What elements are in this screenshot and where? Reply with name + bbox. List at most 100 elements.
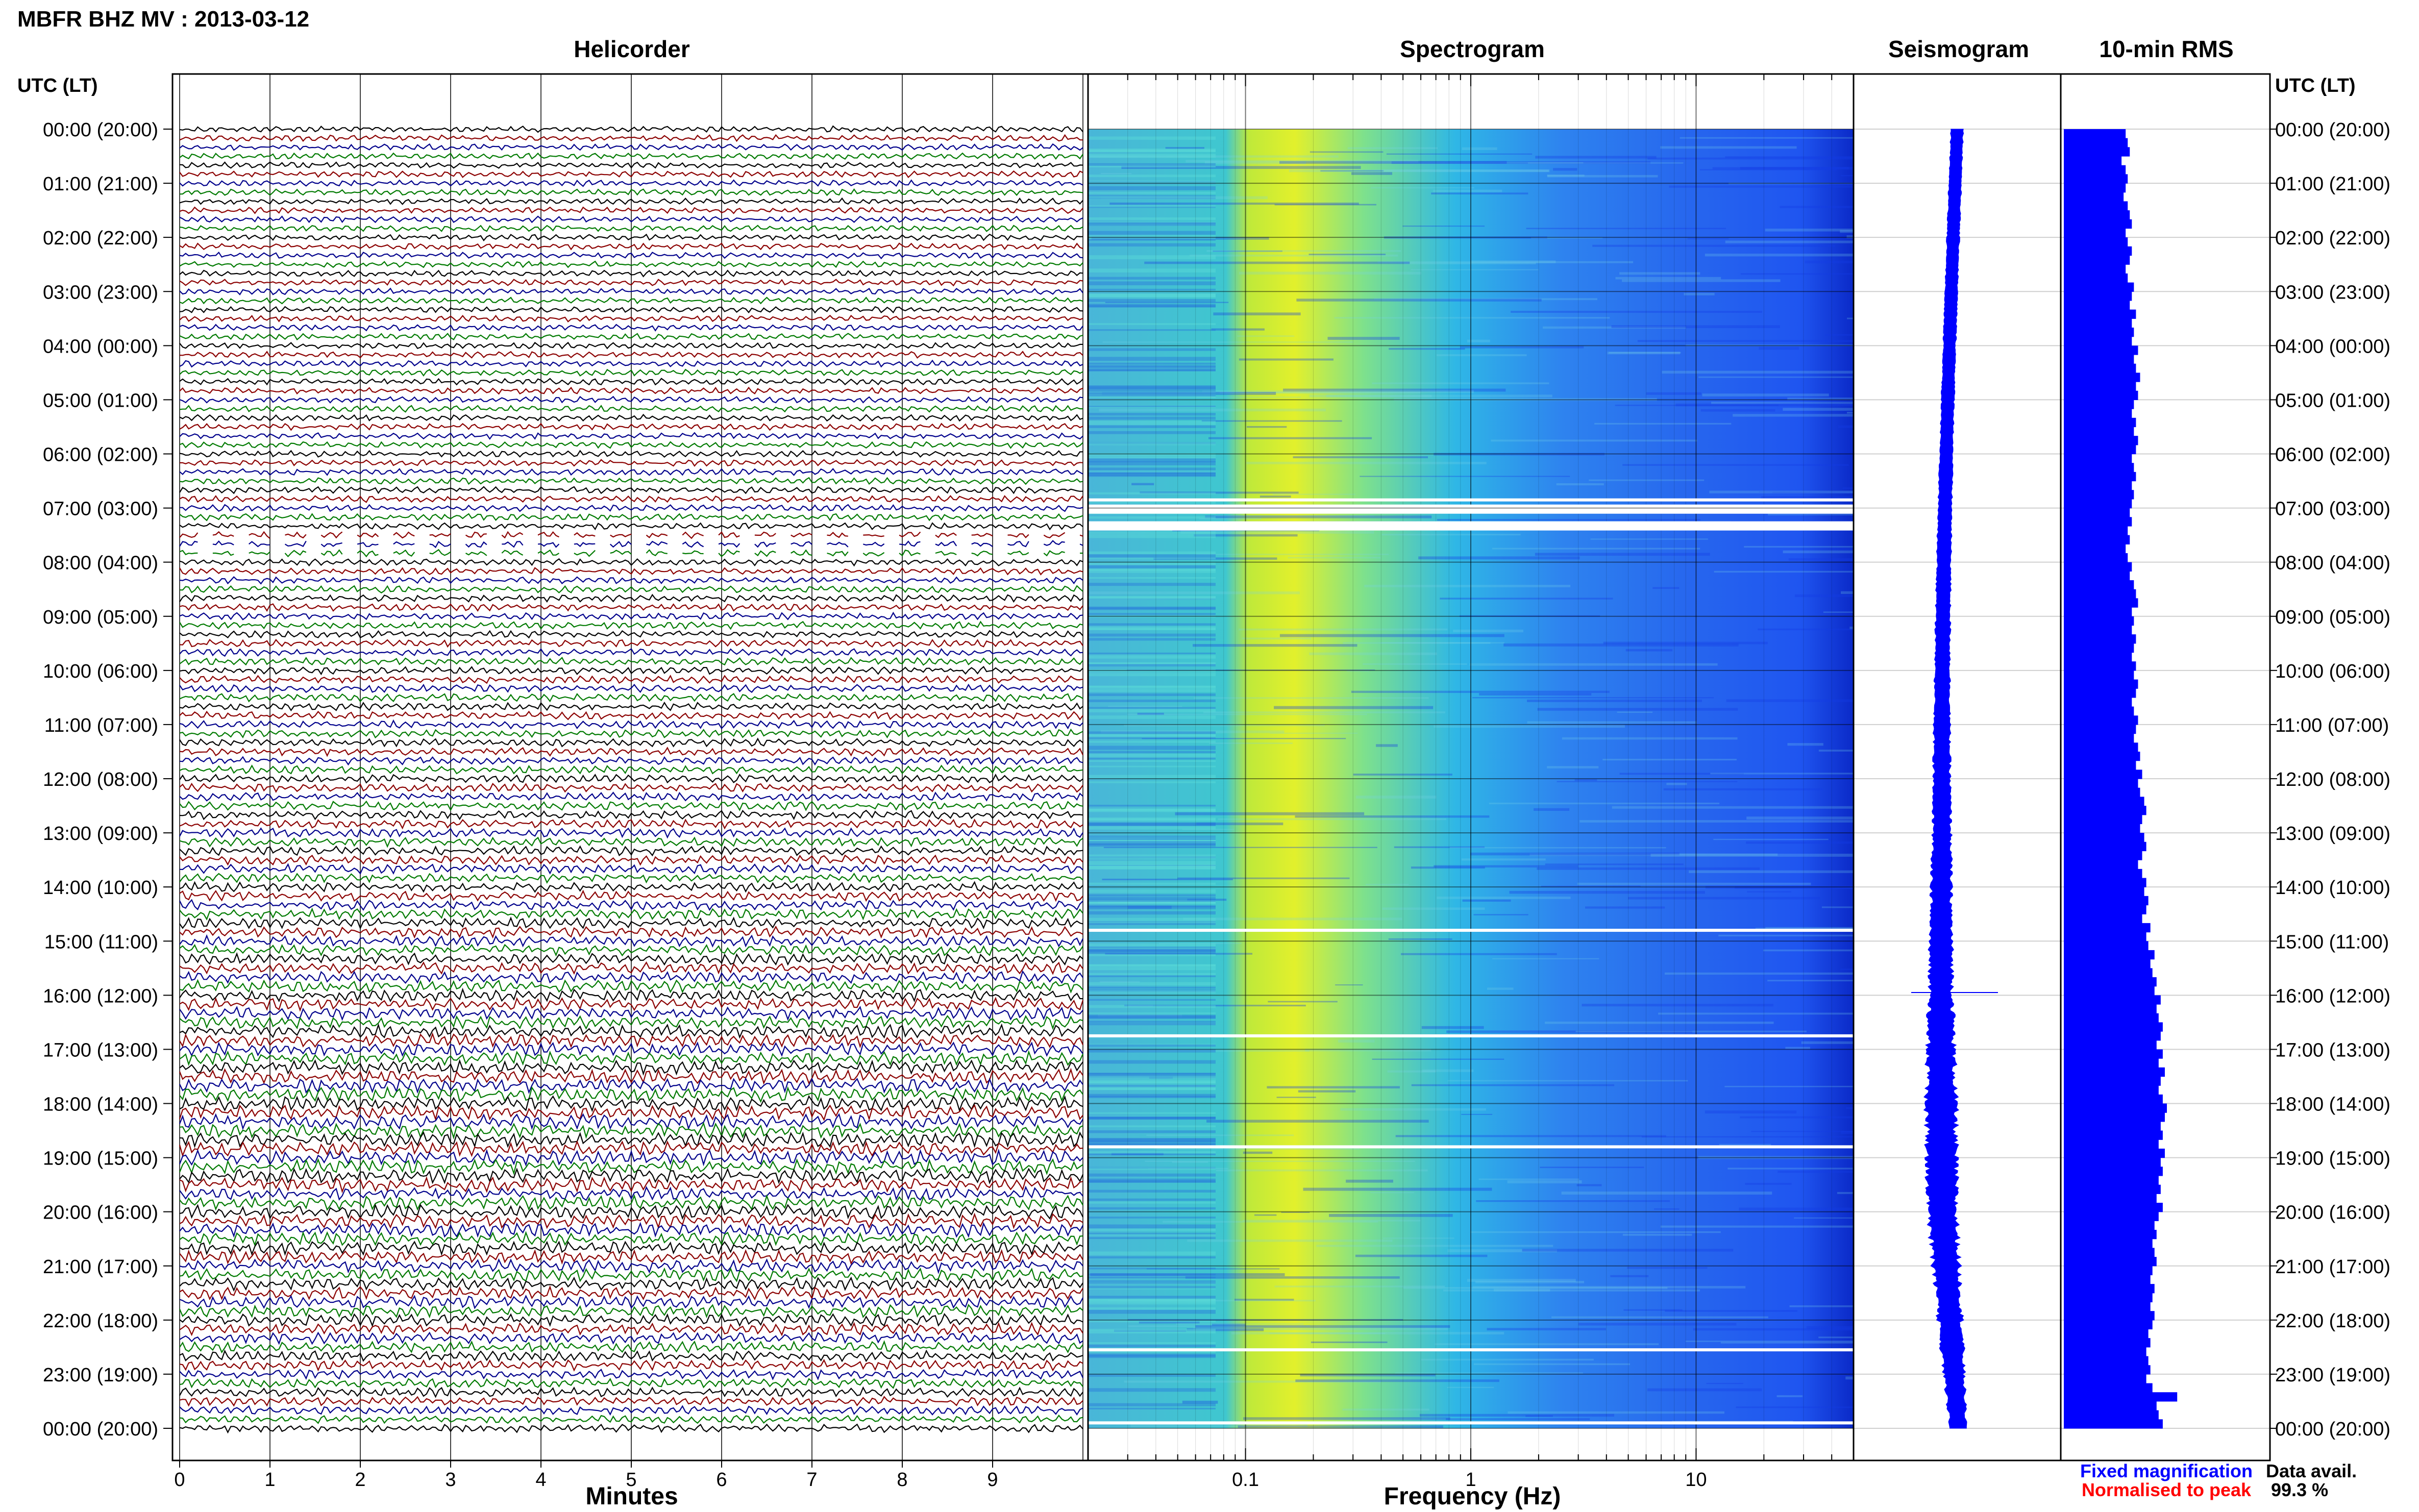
- spectrogram-noise-streak: [1098, 900, 1171, 904]
- spectrogram-noise-streak: [1311, 1341, 1388, 1343]
- spectrogram-noise-streak: [1647, 1388, 1762, 1392]
- spectrogram-noise-streak: [1125, 1050, 1310, 1052]
- rms-bar: [2064, 454, 2132, 463]
- rms-bar: [2064, 905, 2146, 914]
- spectrogram-noise-streak: [1418, 556, 1580, 560]
- spectrogram-low-band-stripe: [1088, 148, 1216, 153]
- spectrogram-low-band-stripe: [1088, 1125, 1216, 1128]
- spectrogram-noise-streak: [1239, 271, 1421, 275]
- spectrogram-noise-streak: [1522, 1249, 1734, 1252]
- rms-bar: [2064, 535, 2130, 544]
- rms-bar: [2064, 941, 2149, 951]
- helicorder-trace: [179, 710, 1083, 721]
- helicorder-trace: [179, 197, 1083, 205]
- rms-bar: [2064, 1284, 2155, 1294]
- spectrogram-noise-streak: [1142, 738, 1346, 739]
- spectrogram-noise-streak: [1841, 175, 1854, 177]
- helicorder-trace: [179, 1285, 1083, 1301]
- rms-bar: [2064, 1094, 2163, 1104]
- helicorder-trace: [179, 675, 1083, 684]
- left-time-label: 14:00 (10:00): [43, 877, 158, 899]
- helicorder-trace: [179, 881, 1083, 893]
- spectrogram-noise-streak: [1449, 847, 1666, 849]
- spectrogram-low-band-stripe: [1088, 921, 1216, 924]
- spectrogram-noise-streak: [1186, 160, 1419, 163]
- spectrogram-noise-streak: [1145, 1160, 1415, 1162]
- spectrogram-noise-streak: [1372, 1058, 1504, 1060]
- rms-bar: [2064, 1184, 2161, 1194]
- spectrogram-noise-streak: [1525, 1415, 1553, 1417]
- spectrogram-noise-streak: [1652, 587, 1680, 589]
- spectrogram-low-band-stripe: [1088, 180, 1216, 184]
- helicorder-trace: [179, 1168, 1084, 1185]
- spectrogram-low-band-stripe: [1088, 1280, 1216, 1284]
- spectrogram-noise-streak: [1335, 984, 1363, 986]
- spectrogram-low-band-stripe: [1088, 708, 1216, 712]
- rms-bar: [2064, 571, 2130, 581]
- spectrogram-low-band-stripe: [1088, 947, 1216, 951]
- spectrogram-low-band-stripe: [1088, 1268, 1216, 1270]
- spectrogram-noise-streak: [1199, 518, 1262, 519]
- spectrogram-noise-streak: [1508, 1411, 1724, 1414]
- rms-bar: [2064, 968, 2153, 978]
- spectrogram-noise-streak: [1422, 1069, 1474, 1072]
- rms-bar: [2064, 932, 2146, 941]
- spectrogram-low-band-stripe: [1088, 196, 1216, 200]
- spectrogram-low-band-stripe: [1088, 826, 1216, 830]
- spectrogram-low-band-stripe: [1088, 818, 1216, 822]
- helicorder-trace: [179, 1396, 1083, 1407]
- rms-bar: [2064, 355, 2134, 364]
- rms-bar: [2064, 1248, 2155, 1257]
- left-time-label: 17:00 (13:00): [43, 1039, 158, 1061]
- spectrogram-low-band-stripe: [1088, 1073, 1216, 1077]
- left-time-label: 02:00 (22:00): [43, 228, 158, 249]
- helicorder-trace: [179, 179, 1083, 187]
- spectrogram-low-band-stripe: [1088, 1286, 1216, 1288]
- spectrogram-low-band-stripe: [1088, 1084, 1216, 1087]
- spectrogram-noise-streak: [1239, 358, 1334, 361]
- right-time-header: UTC (LT): [2275, 75, 2356, 96]
- spectrogram-noise-streak: [1537, 708, 1738, 711]
- helicorder-trace: [179, 719, 1083, 730]
- spectrogram-noise-streak: [1759, 491, 1854, 493]
- rms-bar: [2064, 282, 2134, 292]
- seismogram-title: Seismogram: [1888, 36, 2029, 62]
- spectrogram-low-band-stripe: [1088, 757, 1216, 760]
- spectrogram-noise-streak: [1183, 918, 1402, 921]
- rms-bar: [2064, 444, 2136, 455]
- spectrogram-noise-streak: [1684, 292, 1715, 295]
- spectrogram-low-band-stripe: [1088, 775, 1216, 778]
- spectrogram-noise-streak: [1460, 345, 1584, 349]
- spectrogram-low-band-stripe: [1088, 1073, 1216, 1075]
- spectrogram-noise-streak: [1765, 927, 1854, 929]
- rms-bar: [2064, 1383, 2153, 1393]
- spectrogram-low-band-stripe: [1088, 894, 1216, 897]
- legend-fixed-magnification: Fixed magnification: [2080, 1460, 2253, 1481]
- spectrogram-noise-streak: [1124, 724, 1325, 727]
- spectrogram-low-band-stripe: [1088, 1342, 1216, 1344]
- helicorder-trace: [179, 188, 1083, 196]
- helicorder-trace: [179, 701, 1083, 711]
- spectrogram-low-band-stripe: [1088, 1085, 1216, 1090]
- rms-bar: [2064, 724, 2136, 734]
- spectrogram-noise-streak: [1461, 1113, 1493, 1115]
- spectrogram-noise-streak: [1149, 1076, 1173, 1079]
- right-time-label: 05:00 (01:00): [2275, 390, 2390, 411]
- spectrogram-noise-streak: [1334, 317, 1610, 319]
- rms-bar: [2064, 1040, 2157, 1050]
- spectrogram-noise-streak: [1739, 1207, 1854, 1211]
- right-time-label: 15:00 (11:00): [2275, 931, 2389, 953]
- spectrogram-noise-streak: [1607, 352, 1681, 355]
- spectrogram-low-band-stripe: [1088, 1217, 1216, 1219]
- spectrogram-low-band-stripe: [1088, 568, 1216, 571]
- spectrogram-low-band-stripe: [1088, 1117, 1216, 1120]
- spectrogram-noise-streak: [1509, 890, 1705, 894]
- rms-bar: [2064, 219, 2132, 229]
- helicorder-trace: [179, 1358, 1083, 1372]
- spectrogram-noise-streak: [1400, 953, 1557, 955]
- spectrogram-low-band-stripe: [1088, 442, 1216, 445]
- rms-bar: [2064, 1230, 2157, 1240]
- spectrogram-noise-streak: [1585, 906, 1665, 909]
- spectrogram-noise-streak: [1590, 538, 1708, 540]
- spectrogram-low-band-stripe: [1088, 366, 1216, 369]
